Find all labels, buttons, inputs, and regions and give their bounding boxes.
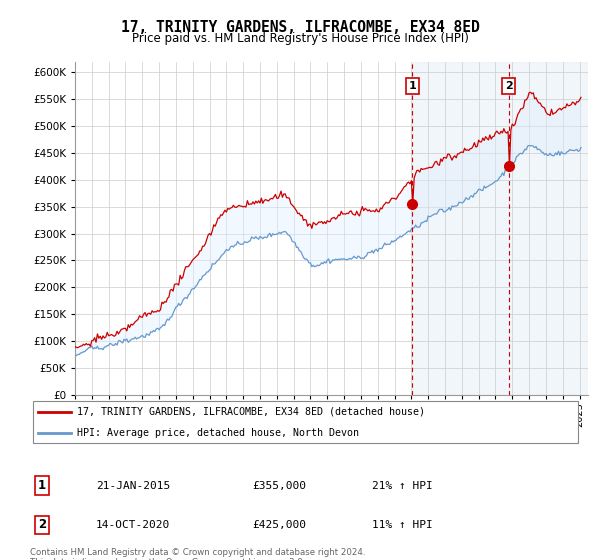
Text: £355,000: £355,000 — [252, 480, 306, 491]
Text: £425,000: £425,000 — [252, 520, 306, 530]
Text: 11% ↑ HPI: 11% ↑ HPI — [372, 520, 433, 530]
Text: 1: 1 — [38, 479, 46, 492]
FancyBboxPatch shape — [33, 401, 578, 444]
Text: HPI: Average price, detached house, North Devon: HPI: Average price, detached house, Nort… — [77, 428, 359, 438]
Text: Contains HM Land Registry data © Crown copyright and database right 2024.
This d: Contains HM Land Registry data © Crown c… — [30, 548, 365, 560]
Text: 14-OCT-2020: 14-OCT-2020 — [96, 520, 170, 530]
Text: 2: 2 — [505, 81, 512, 91]
Text: 21-JAN-2015: 21-JAN-2015 — [96, 480, 170, 491]
Text: 21% ↑ HPI: 21% ↑ HPI — [372, 480, 433, 491]
Text: 2: 2 — [38, 518, 46, 531]
Text: 17, TRINITY GARDENS, ILFRACOMBE, EX34 8ED (detached house): 17, TRINITY GARDENS, ILFRACOMBE, EX34 8E… — [77, 407, 425, 417]
Bar — [412, 62, 588, 395]
Text: 1: 1 — [409, 81, 416, 91]
Text: Price paid vs. HM Land Registry's House Price Index (HPI): Price paid vs. HM Land Registry's House … — [131, 32, 469, 45]
Text: 17, TRINITY GARDENS, ILFRACOMBE, EX34 8ED: 17, TRINITY GARDENS, ILFRACOMBE, EX34 8E… — [121, 20, 479, 35]
